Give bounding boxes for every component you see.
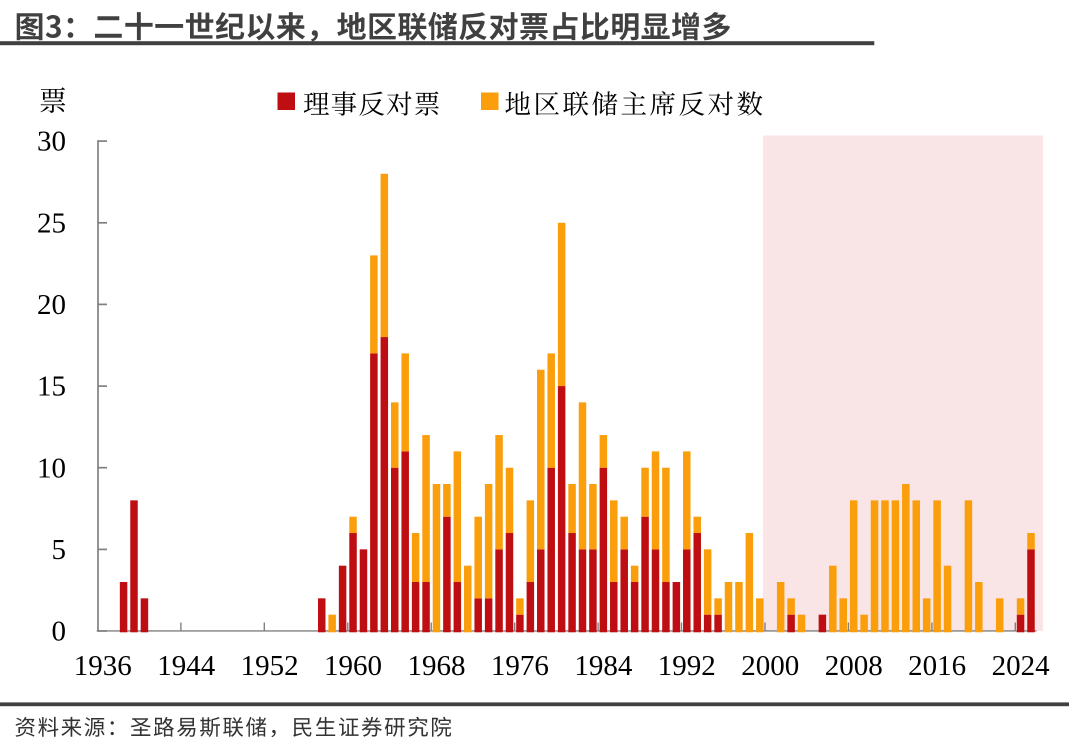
svg-text:1984: 1984 xyxy=(574,650,633,682)
svg-text:1944: 1944 xyxy=(157,650,216,682)
svg-text:2024: 2024 xyxy=(992,650,1051,682)
svg-text:0: 0 xyxy=(52,616,67,648)
svg-text:2016: 2016 xyxy=(908,650,966,682)
svg-text:1936: 1936 xyxy=(74,650,132,682)
svg-text:30: 30 xyxy=(37,126,66,158)
svg-text:1952: 1952 xyxy=(241,650,299,682)
svg-text:20: 20 xyxy=(37,289,66,321)
svg-text:25: 25 xyxy=(37,207,66,239)
svg-text:1960: 1960 xyxy=(324,650,382,682)
svg-text:5: 5 xyxy=(52,534,67,566)
svg-text:15: 15 xyxy=(37,371,66,403)
svg-text:10: 10 xyxy=(37,452,66,484)
svg-text:1968: 1968 xyxy=(408,650,466,682)
svg-text:2000: 2000 xyxy=(741,650,799,682)
svg-text:1976: 1976 xyxy=(491,650,549,682)
svg-text:1992: 1992 xyxy=(658,650,716,682)
svg-text:2008: 2008 xyxy=(825,650,883,682)
